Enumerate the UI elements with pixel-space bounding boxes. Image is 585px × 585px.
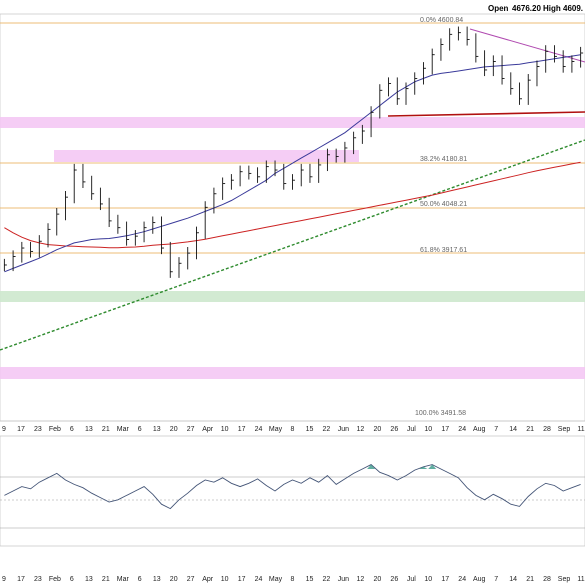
fib-label-100: 100.0% 3491.58 [415,410,466,417]
resistance-band-lower [0,367,585,379]
x-tick-label: Aug [473,576,486,583]
fib-label-0: 0.0% 4600.84 [420,17,463,24]
uptrend-line [0,139,585,351]
x-tick-label: Jul [407,426,416,433]
x-tick-label: Feb [49,426,61,433]
rsi-overbought-fill [367,464,376,469]
x-tick-label: 17 [17,426,25,433]
open-value: 4676.20 [512,4,541,13]
x-axis-bottom-ticks: 9 17 23 Feb 6 13 21 Mar 6 13 20 27 Apr 10 17 24 May 8 15 22… [2,576,585,583]
x-tick-label: 10 [221,426,229,433]
rsi-overbought-fill [419,466,428,469]
x-tick-label: 15 [306,426,314,433]
x-tick-label: 6 [138,426,142,433]
x-tick-label: 28 [543,426,551,433]
x-tick-label: Sep [558,426,571,433]
fib-label-382: 38.2% 4180.81 [420,156,467,163]
x-tick-label: 20 [373,426,381,433]
x-tick-label: Mar [117,426,130,433]
x-tick-label: Feb [49,576,61,583]
x-tick-label: 21 [526,426,534,433]
x-tick-label: 20 [170,576,178,583]
x-tick-label: 12 [356,426,364,433]
x-tick-label: 10 [424,576,432,583]
x-tick-label: 26 [390,426,398,433]
neckline [387,111,585,117]
x-tick-label: Apr [202,576,214,583]
x-tick-label: 10 [221,576,229,583]
x-tick-label: 13 [153,576,161,583]
x-tick-label: Jun [338,576,349,583]
open-label: Open [488,4,509,13]
fib-label-50: 50.0% 4048.21 [420,201,467,208]
x-tick-label: 21 [526,576,534,583]
rsi-line [4,464,581,510]
x-tick-label: 14 [509,426,517,433]
rsi-panel [0,435,585,547]
price-panel [0,13,585,422]
x-tick-label: 17 [441,576,449,583]
x-tick-label: 17 [17,576,25,583]
x-tick-label: 27 [187,426,195,433]
x-tick-label: 11 [577,426,584,433]
x-tick-label: 14 [509,576,517,583]
x-tick-label: 10 [424,426,432,433]
high-label: High [543,4,561,13]
x-tick-label: 24 [458,426,466,433]
x-tick-label: 23 [34,576,42,583]
rsi-overbought-fill [428,464,437,469]
x-tick-label: 17 [238,576,246,583]
price-bars [3,26,584,278]
resistance-band-mid [54,150,359,162]
resistance-band-upper [0,117,585,128]
support-band [0,291,585,302]
x-tick-label: 23 [34,426,42,433]
x-tick-label: 11 [577,576,584,583]
wedge-top-line [469,28,585,63]
x-tick-label: 24 [255,576,263,583]
x-tick-label: 21 [102,576,110,583]
x-tick-label: 22 [323,426,331,433]
x-tick-label: 8 [291,576,295,583]
x-tick-label: 17 [441,426,449,433]
x-tick-label: 24 [458,576,466,583]
x-axis-top-ticks: 9 17 23 Feb 6 13 21 Mar 6 13 20 27 Apr 10 17 24 May 8 15 22… [2,426,585,433]
x-tick-label: 26 [390,576,398,583]
x-tick-label: 24 [255,426,263,433]
x-tick-label: 28 [543,576,551,583]
x-tick-label: Jun [338,426,349,433]
x-tick-label: 13 [85,426,93,433]
fib-label-618: 61.8% 3917.61 [420,247,467,254]
x-tick-label: Sep [558,576,571,583]
x-tick-label: May [269,576,283,583]
ma-200-line [4,161,581,249]
x-tick-label: May [269,426,283,433]
x-tick-label: 27 [187,576,195,583]
x-tick-label: 12 [356,576,364,583]
x-tick-label: 15 [306,576,314,583]
x-tick-label: 7 [494,426,498,433]
x-tick-label: Jul [407,576,416,583]
x-tick-label: 13 [153,426,161,433]
x-tick-label: Mar [117,576,130,583]
x-tick-label: Aug [473,426,486,433]
x-tick-label: 6 [138,576,142,583]
x-tick-label: 22 [323,576,331,583]
x-tick-label: 6 [70,576,74,583]
x-tick-label: 21 [102,426,110,433]
x-tick-label: 13 [85,576,93,583]
x-tick-label: 20 [170,426,178,433]
rsi-overbought-fills [367,464,437,469]
x-tick-label: 9 [2,576,6,583]
x-tick-label: Apr [202,426,214,433]
x-tick-label: 20 [373,576,381,583]
x-tick-label: 9 [2,426,6,433]
x-tick-label: 17 [238,426,246,433]
high-value: 4609. [563,4,583,13]
x-tick-label: 6 [70,426,74,433]
x-tick-label: 7 [494,576,498,583]
x-tick-label: 8 [291,426,295,433]
